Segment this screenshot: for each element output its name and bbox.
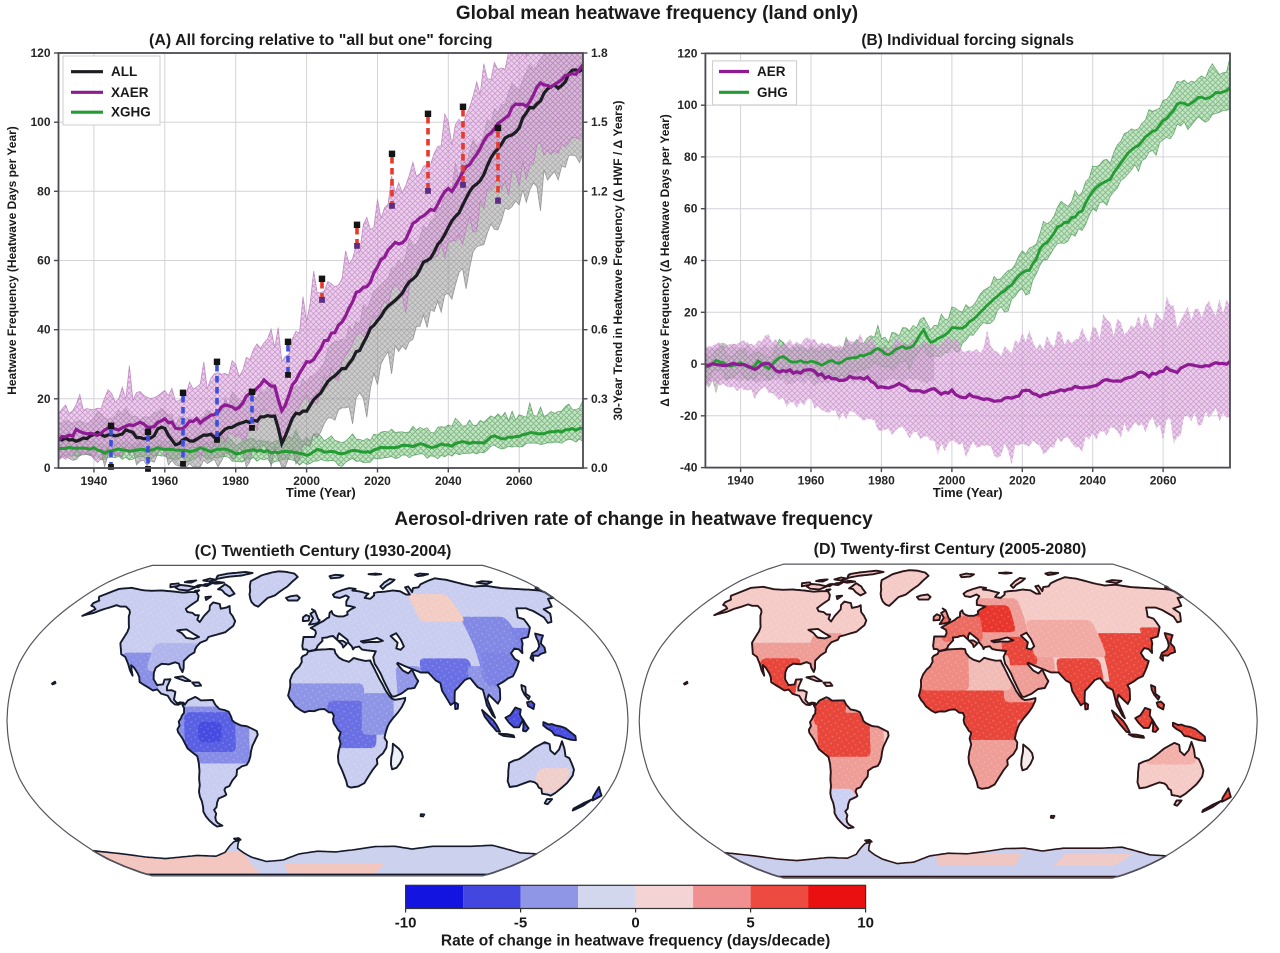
svg-text:Δ Heatwave Frequency (Δ Heatwa: Δ Heatwave Frequency (Δ Heatwave Days pe… (658, 114, 672, 407)
svg-text:-5: -5 (514, 915, 527, 932)
svg-text:1960: 1960 (151, 474, 178, 488)
svg-text:1940: 1940 (81, 474, 108, 488)
svg-text:0: 0 (44, 461, 51, 475)
svg-text:(C) Twentieth Century (1930-20: (C) Twentieth Century (1930-2004) (195, 543, 452, 560)
svg-text:2020: 2020 (364, 474, 391, 488)
svg-text:(B) Individual forcing signals: (B) Individual forcing signals (861, 32, 1074, 49)
svg-text:1960: 1960 (798, 474, 825, 488)
svg-text:0: 0 (691, 357, 698, 371)
svg-text:-20: -20 (680, 409, 698, 423)
svg-text:0: 0 (631, 915, 639, 932)
svg-text:ALL: ALL (111, 64, 137, 79)
svg-text:2020: 2020 (1009, 474, 1036, 488)
svg-text:10: 10 (857, 915, 874, 932)
svg-text:Time (Year): Time (Year) (286, 485, 356, 500)
svg-text:5: 5 (746, 915, 754, 932)
svg-text:1.2: 1.2 (591, 184, 608, 198)
svg-text:GHG: GHG (757, 85, 788, 100)
svg-text:XAER: XAER (111, 85, 149, 100)
svg-text:1980: 1980 (868, 474, 895, 488)
svg-text:60: 60 (37, 254, 51, 268)
svg-text:20: 20 (37, 392, 51, 406)
svg-text:(D) Twenty-first Century (2005: (D) Twenty-first Century (2005-2080) (814, 541, 1087, 558)
svg-text:1980: 1980 (222, 474, 249, 488)
svg-text:Time (Year): Time (Year) (933, 485, 1003, 500)
svg-text:2000: 2000 (293, 474, 320, 488)
svg-text:1940: 1940 (727, 474, 754, 488)
svg-text:-40: -40 (680, 461, 698, 475)
svg-text:60: 60 (684, 202, 698, 216)
svg-text:2040: 2040 (1079, 474, 1106, 488)
svg-text:80: 80 (37, 184, 51, 198)
svg-text:2040: 2040 (435, 474, 462, 488)
svg-text:120: 120 (677, 46, 697, 60)
svg-text:0.3: 0.3 (591, 392, 608, 406)
svg-text:(A) All forcing relative to "a: (A) All forcing relative to "all but one… (149, 32, 492, 49)
svg-text:100: 100 (30, 115, 50, 129)
svg-text:120: 120 (30, 46, 50, 60)
svg-text:80: 80 (684, 150, 698, 164)
svg-text:100: 100 (677, 98, 697, 112)
svg-text:2060: 2060 (1150, 474, 1177, 488)
svg-text:2060: 2060 (506, 474, 533, 488)
svg-text:0.9: 0.9 (591, 254, 608, 268)
svg-text:Global mean heatwave frequency: Global mean heatwave frequency (land onl… (456, 3, 858, 24)
svg-text:0.0: 0.0 (591, 461, 608, 475)
svg-text:20: 20 (684, 305, 698, 319)
svg-text:1.5: 1.5 (591, 115, 608, 129)
svg-text:40: 40 (684, 254, 698, 268)
svg-text:1.8: 1.8 (591, 46, 608, 60)
svg-text:-10: -10 (395, 915, 417, 932)
svg-text:2000: 2000 (939, 474, 966, 488)
svg-text:0.6: 0.6 (591, 323, 608, 337)
svg-text:XGHG: XGHG (111, 105, 151, 120)
svg-text:Aerosol-driven rate of change: Aerosol-driven rate of change in heatwav… (394, 509, 873, 530)
svg-text:40: 40 (37, 323, 51, 337)
svg-text:Rate of change in heatwave fre: Rate of change in heatwave frequency (da… (441, 933, 830, 950)
svg-text:Heatwave Frequency (Heatwave D: Heatwave Frequency (Heatwave Days per Ye… (5, 126, 19, 395)
svg-text:AER: AER (757, 64, 786, 79)
svg-text:30-Year Trend in Heatwave Freq: 30-Year Trend in Heatwave Frequency (Δ H… (611, 100, 625, 420)
